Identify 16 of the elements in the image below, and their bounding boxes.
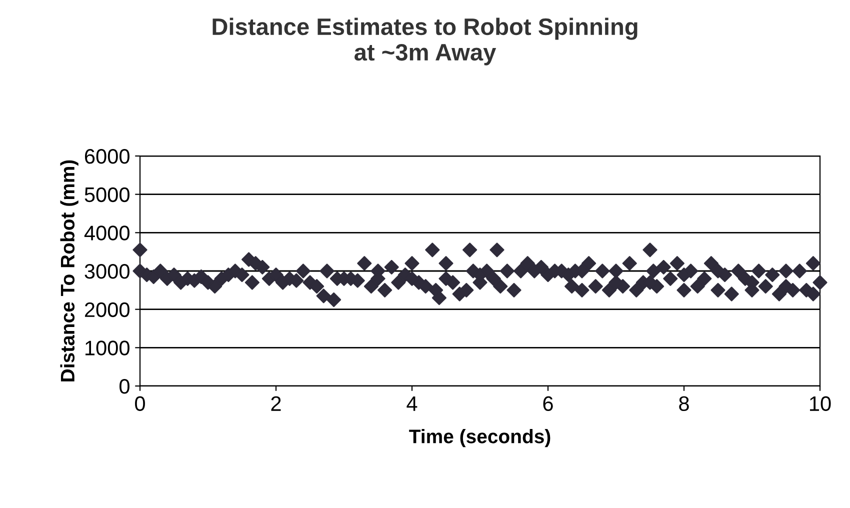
x-tick-label: 4 xyxy=(406,396,418,411)
y-tick-label: 1000 xyxy=(86,340,130,356)
y-tick-label: 5000 xyxy=(84,187,130,202)
y-tick-label: 6000 xyxy=(84,149,130,164)
x-tick-label: 0 xyxy=(135,396,145,412)
x-tick-label: 8 xyxy=(679,396,689,412)
y-tick-label: 3000 xyxy=(84,264,130,279)
y-axis-title: Distance To Robot (mm) xyxy=(60,160,78,382)
x-tick-label: 6 xyxy=(543,396,553,412)
chart-title: Distance Estimates to Robot Spinning at ~3m Away xyxy=(212,18,638,66)
y-tick-label: 4000 xyxy=(84,226,130,240)
x-tick-label: 10 xyxy=(810,396,831,412)
x-axis-title: Time (seconds) xyxy=(409,429,550,448)
y-tick-label: 0 xyxy=(120,379,130,394)
y-tick-label: 2000 xyxy=(84,302,130,318)
x-tick-label: 2 xyxy=(271,396,281,411)
